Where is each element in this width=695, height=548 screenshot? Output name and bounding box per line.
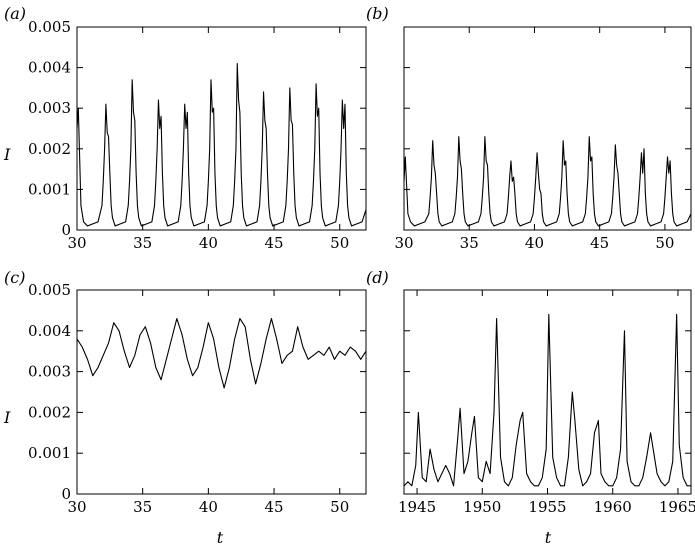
y-tick-label-a-0: 0 [61, 221, 71, 239]
x-tick-label-d-4: 1965 [659, 498, 695, 516]
panel-label-a: (a) [4, 4, 26, 23]
panel-d-chart: 1945 1950 1955 1960 1965 [398, 289, 695, 516]
x-tick-label-b-2: 40 [525, 234, 544, 252]
y-tick-label-c-3: 0.003 [28, 363, 71, 381]
y-tick-label-a-4: 0.004 [28, 59, 71, 77]
series-line-b-0 [403, 136, 692, 227]
x-tick-label-c-4: 50 [330, 498, 349, 516]
series-line-d-0 [403, 313, 691, 487]
series-line-c-0 [76, 318, 367, 389]
x-tick-label-b-4: 50 [655, 234, 674, 252]
x-tick-label-c-2: 40 [199, 498, 218, 516]
x-tick-label-d-1: 1950 [463, 498, 501, 516]
y-axis-label-bottom: I [3, 408, 11, 427]
y-tick-label-a-2: 0.002 [28, 140, 71, 158]
x-tick-label-a-4: 50 [330, 234, 349, 252]
y-tick-label-c-5: 0.005 [28, 281, 71, 299]
plot-frame-b [403, 26, 692, 231]
x-tick-label-d-2: 1955 [528, 498, 566, 516]
x-tick-label-d-3: 1960 [594, 498, 632, 516]
y-axis-label-top: I [3, 145, 11, 164]
x-tick-label-c-3: 45 [264, 498, 283, 516]
x-tick-label-b-0: 30 [394, 234, 413, 252]
series-line-a-0 [76, 62, 367, 227]
panel-label-c: (c) [4, 268, 25, 287]
y-tick-label-c-0: 0 [61, 485, 71, 503]
plot-frame-c [76, 289, 367, 495]
x-tick-label-d-0: 1945 [398, 498, 436, 516]
y-tick-label-a-5: 0.005 [28, 18, 71, 36]
x-tick-label-a-3: 45 [264, 234, 283, 252]
x-tick-label-b-1: 35 [460, 234, 479, 252]
x-tick-label-a-2: 40 [199, 234, 218, 252]
panel-label-d: (d) [366, 268, 389, 287]
y-tick-label-c-4: 0.004 [28, 322, 71, 340]
panel-label-b: (b) [366, 4, 389, 23]
y-tick-label-c-2: 0.002 [28, 403, 71, 421]
panel-b-chart: 30 35 40 45 50 [394, 26, 692, 252]
x-tick-label-a-0: 30 [67, 234, 86, 252]
y-tick-label-a-1: 0.001 [28, 180, 71, 198]
x-axis-label-c: t [217, 528, 224, 547]
panel-a-chart: 30 35 40 45 50 0 0.001 0.002 0.003 0.004 0.005 [28, 18, 367, 252]
x-axis-label-d: t [545, 528, 552, 547]
y-tick-label-a-3: 0.003 [28, 99, 71, 117]
x-tick-label-c-0: 30 [67, 498, 86, 516]
x-tick-label-c-1: 35 [133, 498, 152, 516]
panel-c-chart: 30 35 40 45 50 0 0.001 0.002 0.003 0.004 0.005 [28, 281, 367, 516]
x-tick-label-b-3: 45 [590, 234, 609, 252]
y-tick-label-c-1: 0.001 [28, 444, 71, 462]
x-tick-label-a-1: 35 [133, 234, 152, 252]
plot-frame-a [76, 26, 367, 231]
